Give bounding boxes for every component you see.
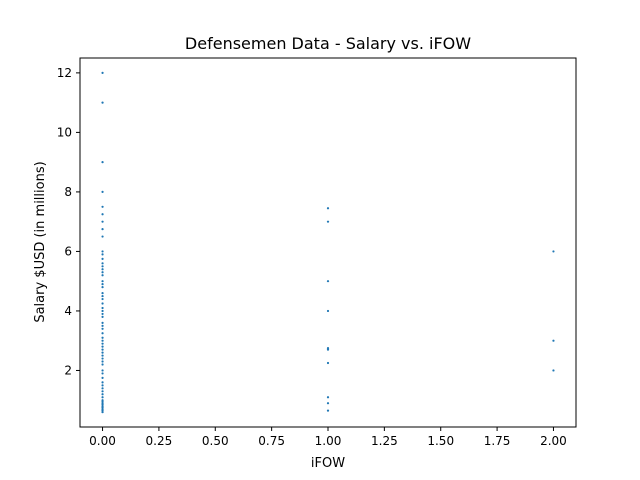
data-point bbox=[101, 393, 104, 396]
data-point bbox=[101, 306, 104, 310]
x-tick-label: 2.00 bbox=[540, 434, 567, 448]
data-point bbox=[101, 228, 104, 231]
data-point bbox=[101, 101, 104, 104]
data-point bbox=[101, 265, 104, 268]
y-axis-ticks: 2 4 6 8 10 12 bbox=[57, 66, 80, 377]
data-point bbox=[101, 321, 104, 324]
data-point bbox=[326, 402, 330, 405]
data-point bbox=[101, 71, 104, 74]
data-point bbox=[101, 384, 104, 387]
data-point bbox=[101, 390, 104, 393]
data-point bbox=[101, 213, 104, 216]
y-tick-label: 2 bbox=[64, 363, 72, 377]
data-point bbox=[101, 327, 104, 330]
x-axis-label: iFOW bbox=[311, 456, 345, 471]
x-tick-label: 0.00 bbox=[89, 434, 116, 448]
data-point bbox=[326, 361, 330, 365]
data-point bbox=[101, 268, 104, 271]
data-point bbox=[326, 220, 330, 223]
x-tick-label: 0.25 bbox=[146, 434, 173, 448]
data-point bbox=[101, 339, 104, 342]
chart-title: Defensemen Data - Salary vs. iFOW bbox=[185, 34, 471, 53]
y-tick-label: 6 bbox=[64, 244, 72, 258]
data-point bbox=[326, 309, 330, 313]
data-point bbox=[101, 336, 104, 339]
data-point bbox=[101, 262, 104, 265]
y-axis-label: Salary $USD (in millions) bbox=[33, 161, 48, 322]
data-point bbox=[101, 354, 104, 357]
data-point bbox=[101, 360, 104, 363]
data-point bbox=[326, 409, 330, 412]
data-point bbox=[101, 294, 104, 298]
data-point bbox=[101, 274, 104, 277]
data-point bbox=[101, 387, 104, 390]
data-point bbox=[101, 271, 104, 274]
data-point bbox=[326, 280, 330, 283]
data-point bbox=[101, 235, 104, 238]
y-tick-label: 10 bbox=[57, 125, 72, 139]
data-point bbox=[101, 161, 104, 164]
data-point bbox=[101, 302, 104, 305]
data-point bbox=[326, 396, 330, 399]
y-tick-label: 12 bbox=[57, 66, 72, 80]
data-point bbox=[101, 342, 104, 345]
data-point bbox=[101, 332, 104, 335]
data-point bbox=[101, 205, 104, 208]
data-point bbox=[101, 381, 104, 384]
data-point bbox=[101, 283, 104, 286]
data-point bbox=[552, 369, 555, 372]
data-point bbox=[326, 207, 330, 210]
data-point bbox=[101, 348, 104, 351]
data-point bbox=[101, 257, 104, 260]
y-tick-label: 8 bbox=[64, 185, 72, 199]
data-point bbox=[101, 363, 104, 366]
data-point bbox=[101, 357, 104, 360]
x-tick-label: 0.50 bbox=[202, 434, 229, 448]
x-axis-ticks: 0.00 0.25 0.50 0.75 1.00 1.25 1.50 1.75 2.00 bbox=[89, 427, 567, 448]
data-point bbox=[101, 324, 104, 327]
data-point bbox=[101, 369, 104, 372]
y-tick-label: 4 bbox=[64, 304, 72, 318]
data-point bbox=[101, 411, 104, 414]
data-point bbox=[552, 250, 555, 253]
data-point bbox=[101, 351, 104, 354]
data-point bbox=[101, 312, 104, 316]
data-point bbox=[101, 309, 104, 313]
x-tick-label: 0.75 bbox=[258, 434, 285, 448]
data-point bbox=[101, 315, 104, 318]
data-point bbox=[101, 396, 104, 399]
data-point bbox=[101, 280, 104, 283]
data-point bbox=[101, 291, 104, 295]
data-point bbox=[101, 253, 104, 256]
data-point bbox=[101, 297, 104, 301]
plot-frame bbox=[79, 57, 577, 428]
data-point bbox=[101, 190, 104, 194]
x-tick-label: 1.75 bbox=[484, 434, 511, 448]
data-point bbox=[101, 250, 104, 253]
x-tick-label: 1.25 bbox=[371, 434, 398, 448]
data-point bbox=[101, 345, 104, 348]
data-point bbox=[101, 286, 104, 289]
data-point bbox=[101, 372, 104, 375]
x-tick-label: 1.50 bbox=[427, 434, 454, 448]
data-point bbox=[101, 376, 104, 379]
data-points bbox=[101, 71, 555, 414]
data-point bbox=[101, 220, 104, 223]
x-tick-label: 1.00 bbox=[315, 434, 342, 448]
data-point bbox=[326, 348, 330, 351]
data-point bbox=[552, 339, 555, 342]
